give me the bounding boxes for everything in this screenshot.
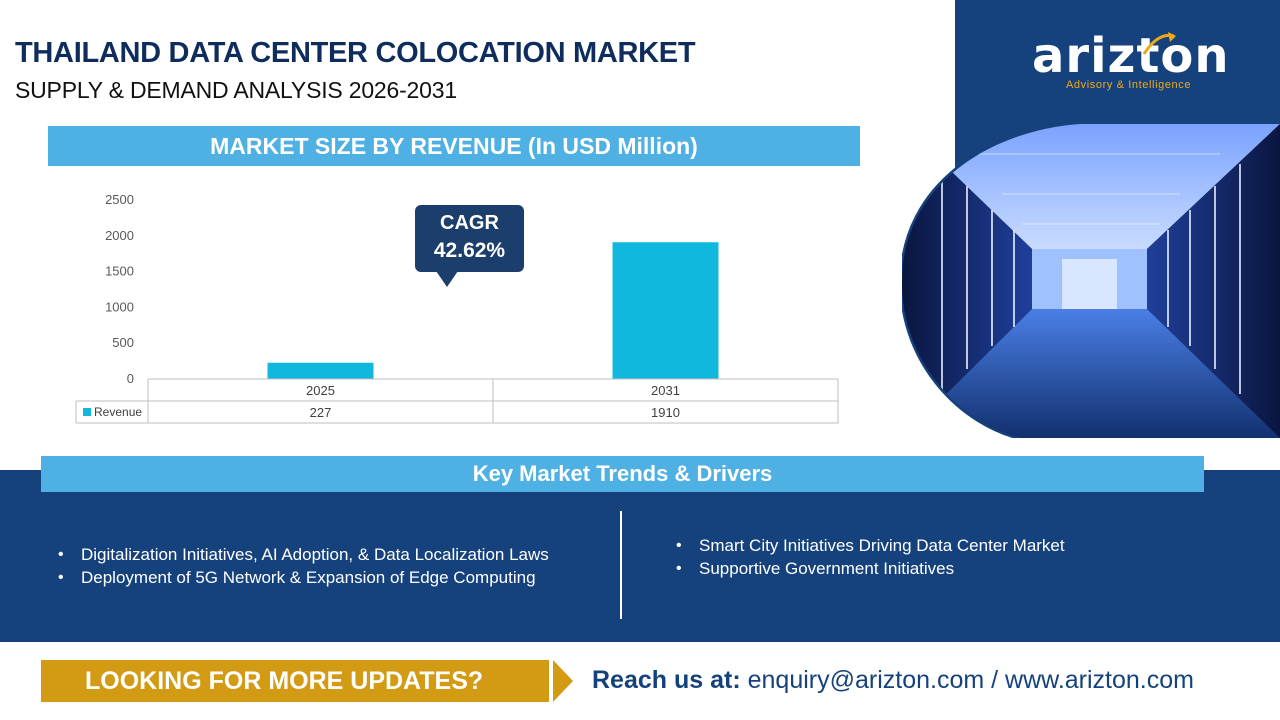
page-subtitle: SUPPLY & DEMAND ANALYSIS 2026-2031 — [15, 77, 457, 103]
page-title: THAILAND DATA CENTER COLOCATION MARKET — [15, 37, 696, 69]
more-updates-banner: LOOKING FOR MORE UPDATES? — [41, 660, 549, 702]
bar-2025 — [267, 362, 374, 379]
y-tick-label: 2000 — [105, 228, 134, 243]
legend-swatch — [83, 408, 91, 416]
logo-tagline: Advisory & Intelligence — [1066, 79, 1192, 91]
data-label: 1910 — [651, 405, 680, 420]
data-label: 227 — [310, 405, 332, 420]
contact-info: Reach us at: enquiry@arizton.com / www.a… — [592, 664, 1194, 696]
trend-item: Smart City Initiatives Driving Data Cent… — [667, 534, 1065, 557]
cagr-value: 42.62% — [433, 239, 506, 262]
chart-title-banner: MARKET SIZE BY REVENUE (In USD Million) — [48, 126, 860, 166]
trends-divider — [620, 511, 622, 619]
trends-list-left: Digitalization Initiatives, AI Adoption,… — [49, 543, 549, 589]
cagr-label: CAGR — [440, 212, 499, 234]
logo: arizton — [1032, 28, 1230, 84]
trend-item: Supportive Government Initiatives — [667, 557, 1065, 580]
legend-label: Revenue — [94, 405, 142, 419]
cta-arrow-icon — [553, 660, 573, 702]
logo-arrow-icon — [1142, 32, 1176, 55]
y-tick-label: 500 — [112, 335, 134, 350]
trend-item: Digitalization Initiatives, AI Adoption,… — [49, 543, 549, 566]
cagr-callout-pointer — [436, 271, 458, 287]
trend-item: Deployment of 5G Network & Expansion of … — [49, 566, 549, 589]
y-tick-label: 1500 — [105, 264, 134, 279]
contact-links[interactable]: enquiry@arizton.com / www.arizton.com — [740, 666, 1194, 694]
bar-2031 — [612, 242, 719, 379]
y-tick-label: 0 — [127, 371, 134, 386]
trends-list-right: Smart City Initiatives Driving Data Cent… — [667, 534, 1065, 580]
y-tick-label: 2500 — [105, 192, 134, 207]
contact-label: Reach us at: — [592, 666, 741, 694]
x-tick-label: 2025 — [306, 383, 335, 398]
x-tick-label: 2031 — [651, 383, 680, 398]
datacenter-image — [902, 124, 1280, 438]
trends-banner: Key Market Trends & Drivers — [41, 456, 1204, 492]
revenue-chart: 0 500 1000 1500 2000 2500 2025 227 2031 1910 Reven… — [75, 192, 839, 424]
y-tick-label: 1000 — [105, 299, 134, 314]
cagr-callout: CAGR 42.62% — [415, 205, 524, 272]
